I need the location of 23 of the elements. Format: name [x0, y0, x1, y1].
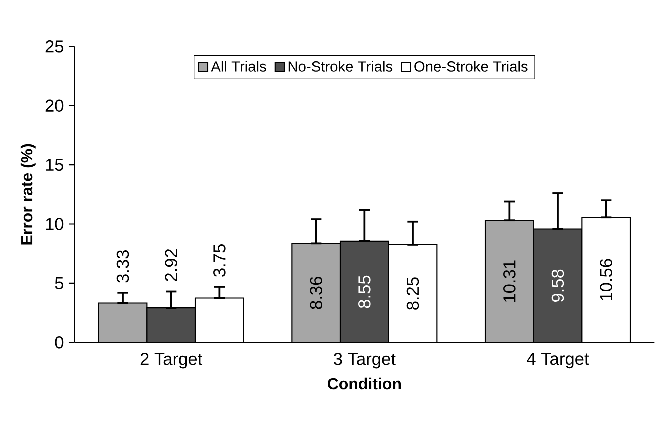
y-tick-label: 25 [46, 40, 64, 53]
y-tick-label: 10 [46, 218, 64, 230]
y-tick-label: 15 [46, 159, 64, 172]
x-axis-title: Condition [328, 378, 402, 390]
data-label: 3.33 [116, 250, 130, 283]
x-tick-label: 4 Target [527, 353, 590, 369]
legend-label: All Trials [211, 61, 266, 72]
data-label: 10.56 [600, 259, 612, 301]
x-tick-label: 3 Target [334, 353, 396, 369]
data-label: 8.36 [310, 277, 322, 310]
data-label: 10.31 [504, 260, 516, 302]
y-tick-label: 5 [55, 277, 64, 290]
data-label: 9.58 [552, 270, 564, 302]
data-label: 8.55 [358, 276, 371, 308]
data-label: 8.25 [406, 278, 420, 310]
y-axis-title: Error rate (%) [20, 144, 36, 245]
legend-label: One-Stroke Trials [414, 61, 528, 72]
x-tick-label: 2 Target [140, 353, 203, 369]
legend-label: No-Stroke Trials [288, 61, 393, 72]
data-label: 2.92 [165, 249, 178, 282]
y-tick-label: 0 [55, 336, 64, 349]
data-label: 3.75 [214, 244, 226, 277]
y-tick-label: 20 [46, 100, 64, 112]
